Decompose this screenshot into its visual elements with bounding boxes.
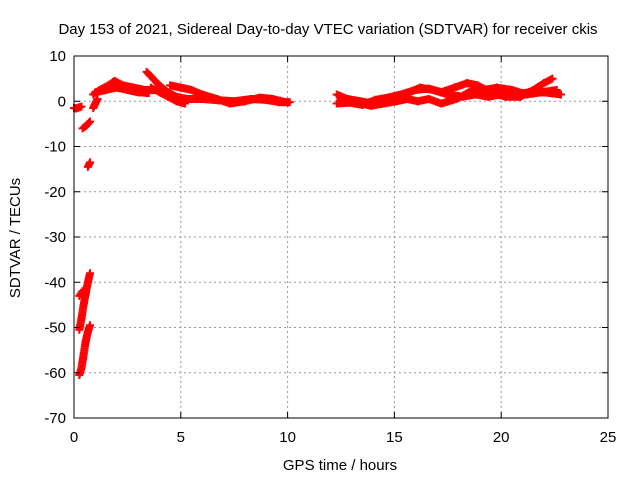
grid-lines — [74, 56, 608, 418]
data-point — [86, 158, 95, 167]
data-point — [86, 321, 95, 330]
y-tick-label: -30 — [44, 229, 66, 246]
chart-title: Day 153 of 2021, Sidereal Day-to-day VTE… — [58, 21, 597, 38]
y-tick-label: -10 — [44, 139, 66, 156]
data-point — [181, 99, 190, 108]
data-points — [70, 67, 566, 380]
data-point — [86, 117, 95, 126]
x-tick-label: 0 — [70, 429, 78, 446]
data-point — [144, 89, 153, 98]
y-axis-label: SDTVAR / TECUs — [7, 178, 24, 298]
data-point — [80, 286, 89, 295]
y-tick-label: -20 — [44, 184, 66, 201]
data-point — [84, 118, 93, 127]
x-tick-label: 5 — [177, 429, 185, 446]
x-axis-label: GPS time / hours — [283, 457, 397, 474]
y-tick-label: -50 — [44, 320, 66, 337]
y-tick-label: -70 — [44, 410, 66, 427]
data-point — [552, 85, 561, 94]
y-tick-label: -40 — [44, 274, 66, 291]
y-axis-ticks: 10 0 -10 -20 -30 -40 -50 -60 -70 — [44, 48, 608, 427]
data-point — [86, 269, 95, 278]
x-tick-label: 10 — [279, 429, 296, 446]
data-point — [557, 90, 566, 99]
y-tick-label: 0 — [58, 93, 66, 110]
y-tick-label: -60 — [44, 365, 66, 382]
x-tick-label: 15 — [386, 429, 403, 446]
y-tick-label: 10 — [49, 48, 66, 65]
x-tick-label: 25 — [600, 429, 617, 446]
data-point — [77, 102, 86, 111]
x-axis-ticks: 0 5 10 15 20 25 — [70, 56, 617, 446]
data-point — [283, 98, 292, 107]
data-point — [548, 74, 557, 83]
data-point — [93, 94, 102, 103]
data-point — [81, 285, 90, 294]
x-tick-label: 20 — [493, 429, 510, 446]
